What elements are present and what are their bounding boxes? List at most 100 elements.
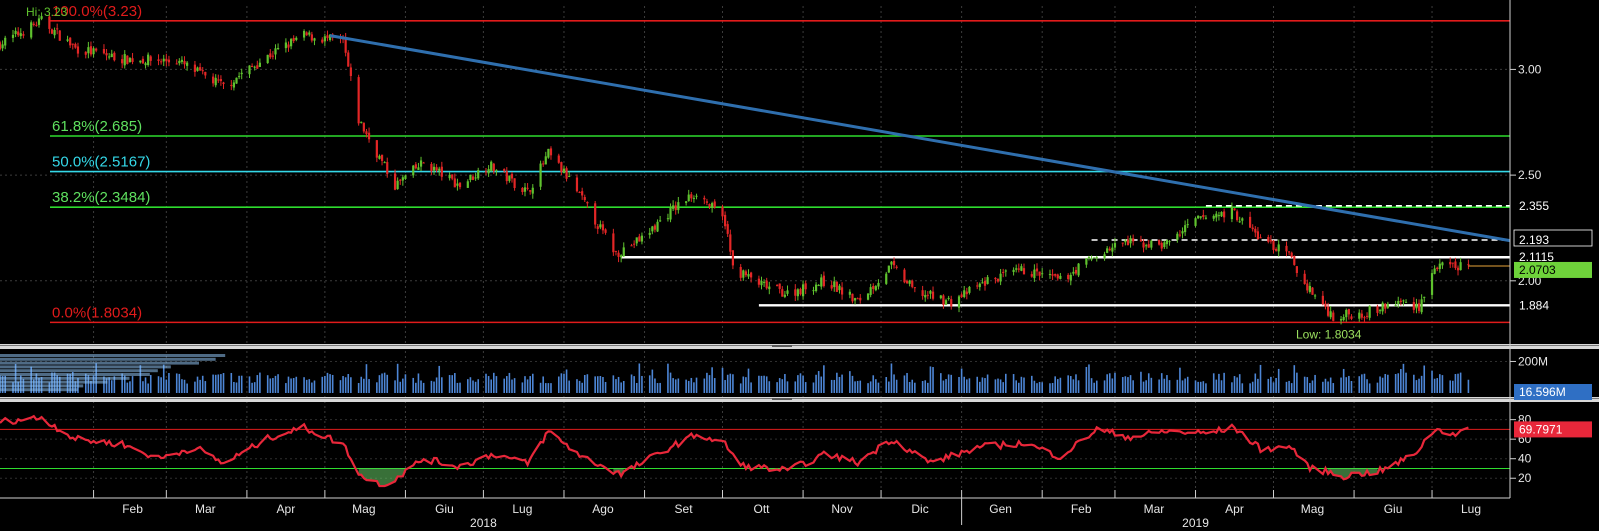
- volume-bar: [726, 374, 729, 393]
- candle-body: [1326, 306, 1330, 316]
- candle-body: [35, 24, 38, 26]
- volume-bar: [1288, 380, 1290, 393]
- candle-body: [944, 300, 948, 305]
- volume-bar: [1106, 374, 1108, 393]
- candle-body: [362, 122, 365, 132]
- x-year-label: 2018: [470, 516, 497, 530]
- candle-body: [1350, 316, 1353, 319]
- volume-bar: [1251, 381, 1254, 393]
- candle-body: [526, 187, 529, 189]
- volume-bar: [175, 373, 178, 393]
- candle-body: [165, 58, 168, 62]
- candle-body: [40, 16, 43, 19]
- candle-body: [186, 62, 189, 66]
- candle-body: [1202, 214, 1205, 218]
- volume-bar: [365, 364, 368, 393]
- candle-body: [892, 260, 896, 266]
- volume-bar: [1449, 380, 1452, 393]
- volume-bar: [776, 382, 778, 393]
- candle-body: [183, 60, 186, 65]
- candle-body: [84, 51, 87, 55]
- candle-body: [22, 34, 25, 36]
- volume-bar: [1293, 365, 1296, 393]
- candle-body: [214, 77, 217, 86]
- volume-bar: [1197, 381, 1199, 393]
- candle-body: [887, 265, 890, 273]
- candle-body: [178, 60, 181, 64]
- volume-bar: [932, 367, 934, 393]
- candle-body: [144, 63, 147, 66]
- volume-profile-bar: [0, 384, 84, 388]
- x-tick-label: Mar: [1144, 502, 1165, 516]
- candle-body: [656, 221, 659, 232]
- volume-bar: [1129, 375, 1132, 393]
- candle-body: [866, 293, 870, 300]
- candle-body: [781, 289, 784, 297]
- volume-bar: [222, 372, 225, 393]
- volume-bar: [472, 380, 474, 393]
- volume-bar: [836, 372, 838, 393]
- volume-bar: [162, 364, 165, 393]
- volume-bar: [220, 374, 222, 393]
- volume-bar: [760, 375, 763, 393]
- candle-body: [69, 37, 72, 46]
- candle-body: [957, 296, 961, 308]
- candle-body: [19, 33, 22, 37]
- candle-body: [659, 220, 662, 222]
- candle-body: [1158, 239, 1161, 245]
- volume-bar: [1145, 380, 1147, 393]
- volume-bar: [820, 376, 823, 393]
- candle-body: [458, 182, 462, 188]
- volume-bar: [347, 374, 350, 393]
- candle-body: [76, 46, 80, 54]
- volume-bar: [295, 376, 298, 393]
- fib-label: 0.0%(1.8034): [52, 304, 142, 321]
- candle-body: [783, 294, 786, 297]
- volume-bar: [908, 381, 911, 393]
- volume-bar: [1431, 370, 1433, 393]
- volume-bar: [654, 378, 656, 393]
- volume-bar: [1238, 374, 1241, 393]
- candle-body: [50, 29, 54, 34]
- candle-body: [1386, 303, 1389, 308]
- volume-bar: [168, 372, 170, 393]
- volume-bar: [812, 382, 815, 393]
- candle-body: [438, 168, 441, 171]
- volume-bar: [139, 365, 142, 393]
- volume-bar: [768, 381, 771, 393]
- volume-bar: [739, 383, 742, 393]
- volume-bar: [420, 380, 422, 393]
- candle-body: [0, 42, 2, 50]
- candle-body: [1308, 285, 1311, 292]
- candle-body: [594, 203, 597, 225]
- candle-body: [1436, 267, 1439, 270]
- candle-body: [942, 295, 945, 305]
- candle-body: [523, 187, 527, 192]
- volume-bar: [1439, 374, 1441, 393]
- volume-bar: [940, 373, 942, 393]
- candle-body: [729, 234, 732, 252]
- volume-bar: [669, 372, 672, 393]
- panel-divider-shade: [0, 345, 1599, 346]
- candle-body: [778, 283, 781, 289]
- candle-body: [1233, 208, 1236, 211]
- candle-body: [204, 71, 207, 76]
- volume-profile-bar: [0, 376, 130, 380]
- volume-bar: [1205, 383, 1207, 393]
- candle-body: [1178, 234, 1182, 236]
- candle-body: [622, 247, 625, 257]
- candle-body: [578, 191, 581, 193]
- volume-bar: [695, 377, 698, 393]
- volume-bar: [893, 374, 895, 393]
- volume-bar: [960, 368, 963, 393]
- candle-body: [913, 287, 916, 289]
- volume-bar: [311, 382, 313, 393]
- volume-bar: [1015, 380, 1017, 393]
- volume-bar: [1342, 368, 1345, 393]
- candle-body: [1181, 231, 1184, 234]
- volume-bar: [1457, 373, 1459, 393]
- volume-bar: [199, 379, 201, 393]
- candle-body: [1259, 237, 1262, 239]
- volume-bar: [999, 379, 1002, 393]
